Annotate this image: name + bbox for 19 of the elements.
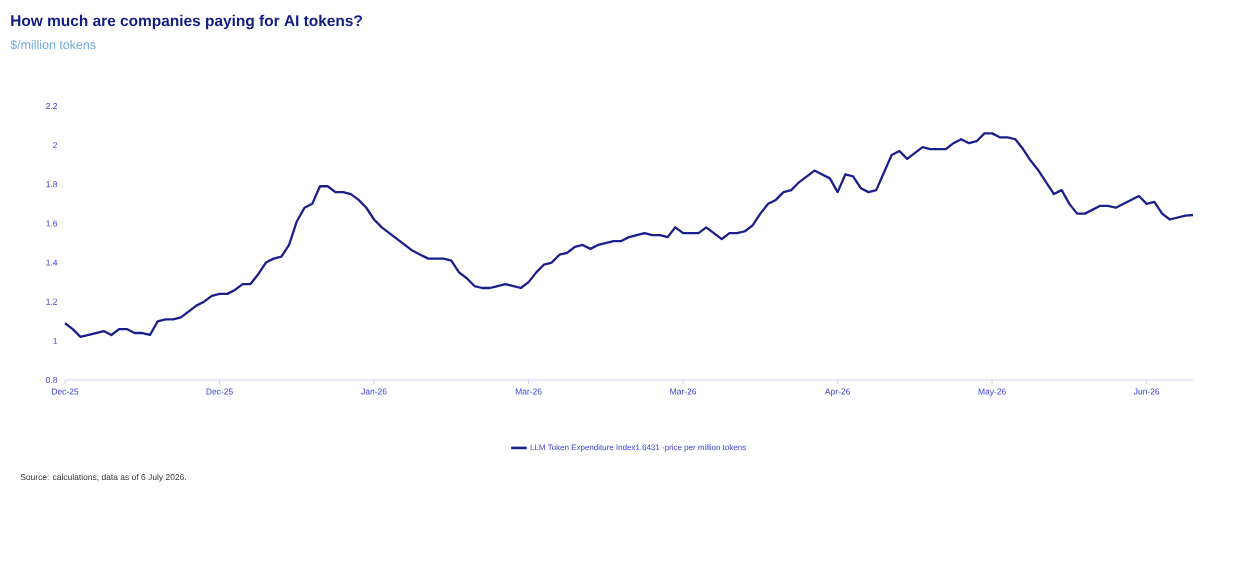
y-tick-label: 2.2 [46,103,58,109]
y-tick-label: 1.4 [46,259,58,266]
y-tick-label: 1 [53,337,58,344]
x-tick-label: Mar-26 [515,388,542,395]
chart-title: How much are companies paying for AI tokens? [11,14,362,30]
y-tick-label: 1.2 [46,298,58,305]
y-tick-label: 2 [53,142,58,149]
x-tick-label: Dec-25 [206,388,233,395]
y-tick-label: 0.8 [46,376,58,383]
x-tick-label: Dec-25 [52,388,79,395]
x-tick-label: Jan-26 [361,388,387,395]
source-note: Source: calculations, data as of 6 July 2026. [20,473,186,482]
x-tick-label: Mar-26 [670,388,697,395]
x-tick-label: Apr-26 [824,388,850,397]
y-tick-label: 1.6 [46,220,58,227]
x-tick-label: May-26 [978,388,1006,397]
chart-subtitle: $/million tokens [10,39,96,50]
y-tick-label: 1.8 [46,181,58,188]
x-tick-label: Jun-26 [1133,388,1160,395]
